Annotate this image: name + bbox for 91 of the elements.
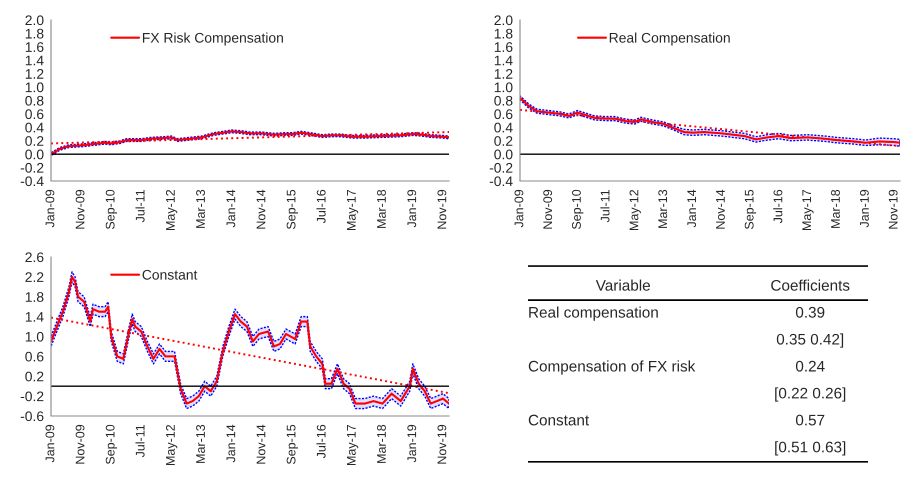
x-tick-label: Sep-10 (572, 190, 584, 230)
legend-label: FX Risk Compensation (142, 32, 283, 46)
text: 0.57 (796, 414, 824, 426)
y-tick-label: 2.0 (25, 15, 44, 26)
text: Real compensation (529, 306, 658, 321)
x-tick-label: Nov-14 (716, 190, 725, 229)
y-tick-label: 1.8 (26, 292, 44, 302)
legend-label: Constant (142, 270, 198, 280)
x-tick-label: Mar-18 (377, 190, 386, 228)
x-tick-label: Sep-15 (744, 190, 756, 230)
text: Variable (596, 280, 650, 291)
x-tick-label: Mar-18 (831, 190, 840, 228)
x-tick-label: Jul-11 (600, 190, 610, 222)
x-tick-label: Nov-14 (256, 190, 266, 229)
y-tick-label: -0.2 (20, 391, 44, 402)
x-tick-label: Jul-16 (773, 190, 782, 224)
y-tick-label: 0.2 (25, 372, 44, 382)
x-tick-label: Jul-16 (316, 424, 326, 458)
y-tick-label: 2.2 (25, 272, 44, 282)
x-tick-label: Sep-10 (106, 424, 118, 464)
y-tick-label: 1.4 (26, 56, 44, 66)
y-tick-label: 1.2 (26, 69, 44, 79)
x-tick-label: Sep-15 (286, 424, 298, 464)
text: 0.35 0.42] (776, 333, 844, 348)
x-tick-label: Mar-13 (658, 190, 668, 228)
y-tick-label: -0.4 (490, 176, 513, 186)
y-tick-label: -0.4 (20, 176, 44, 186)
y-tick-label: 1.0 (26, 82, 44, 92)
x-tick-label: Jan-14 (687, 190, 696, 228)
x-tick-label: Mar-13 (196, 424, 205, 463)
x-tick-label: May-12 (166, 424, 178, 465)
y-tick-label: 2.0 (494, 15, 513, 26)
y-tick-label: 0.0 (25, 150, 44, 160)
y-tick-label: 1.6 (494, 42, 512, 52)
y-tick-label: 1.2 (494, 69, 512, 79)
y-tick-label: -0.6 (20, 411, 44, 422)
text: [0.22 0.26] (775, 387, 846, 402)
x-tick-label: Jul-16 (316, 190, 326, 224)
x-tick-label: Jan-09 (46, 190, 54, 228)
x-tick-label: Nov-19 (437, 424, 446, 464)
y-tick-label: -0.2 (20, 162, 44, 173)
x-tick-label: Jan-09 (46, 424, 54, 462)
y-tick-label: 2.6 (25, 252, 44, 262)
y-tick-label: 1.8 (494, 28, 512, 39)
y-tick-label: 0.0 (494, 150, 513, 160)
text: 0.39 (796, 306, 824, 318)
x-tick-label: May-12 (630, 190, 641, 230)
y-tick-label: 1.0 (26, 332, 44, 342)
legend-label: Real Compensation (610, 32, 730, 46)
x-tick-label: May-12 (166, 190, 178, 230)
x-tick-label: Jan-19 (407, 424, 416, 462)
x-tick-label: May-17 (347, 424, 358, 465)
y-tick-label: 0.8 (25, 96, 44, 106)
x-tick-label: Jan-19 (860, 190, 869, 228)
x-tick-label: Jan-14 (226, 190, 236, 228)
x-tick-label: Jan-14 (226, 424, 236, 462)
x-tick-label: Jul-11 (135, 190, 145, 222)
y-tick-label: 0.6 (25, 109, 44, 120)
x-tick-label: Jan-09 (514, 190, 524, 228)
y-tick-label: 1.6 (26, 42, 44, 52)
y-tick-label: 1.4 (26, 312, 44, 322)
x-tick-label: Sep-15 (286, 190, 298, 230)
text: 0.24 (796, 360, 825, 372)
y-tick-label: 1.4 (494, 56, 513, 66)
y-tick-label: 0.4 (25, 122, 44, 133)
y-tick-label: 0.8 (494, 96, 512, 106)
y-tick-label: -0.2 (490, 162, 512, 173)
x-tick-label: May-17 (347, 190, 358, 230)
x-tick-label: Nov-09 (76, 424, 84, 464)
y-tick-label: 0.2 (494, 136, 512, 146)
text: Compensation of FX risk (528, 360, 696, 375)
x-tick-label: Nov-19 (437, 190, 446, 229)
x-tick-label: Jan-19 (407, 190, 416, 228)
y-tick-label: 0.6 (494, 109, 512, 120)
x-tick-label: Mar-13 (196, 190, 205, 228)
x-tick-label: Jul-11 (135, 424, 145, 458)
x-tick-label: Nov-14 (256, 424, 266, 464)
y-tick-label: 1.0 (494, 82, 513, 92)
y-tick-label: 0.4 (494, 122, 513, 133)
y-tick-label: 0.6 (25, 352, 44, 362)
x-tick-label: Nov-19 (888, 190, 898, 229)
x-tick-label: Sep-10 (106, 190, 118, 230)
text: [0.51 0.63] (775, 441, 846, 456)
x-tick-label: Nov-09 (76, 190, 84, 229)
y-tick-label: 0.2 (25, 136, 44, 146)
x-tick-label: May-17 (802, 190, 814, 230)
text: Constant (528, 414, 590, 426)
y-tick-label: 1.8 (26, 28, 44, 39)
x-tick-label: Nov-09 (543, 190, 552, 229)
text: Coefficients (771, 280, 850, 291)
x-tick-label: Mar-18 (377, 424, 386, 463)
